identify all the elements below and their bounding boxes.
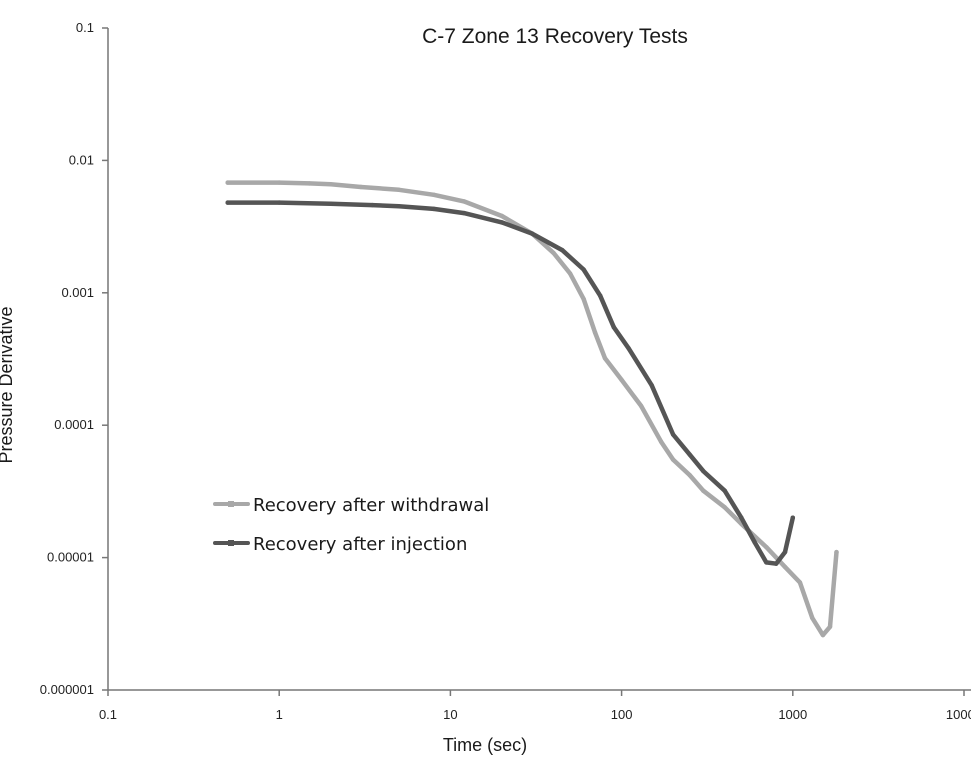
data-point-injection	[626, 346, 631, 351]
data-point-withdrawal	[461, 199, 467, 204]
data-point-injection	[752, 540, 757, 545]
data-point-withdrawal	[581, 296, 586, 302]
data-point-injection	[774, 561, 779, 566]
data-point-injection	[722, 488, 727, 493]
data-point-withdrawal	[225, 180, 230, 185]
data-point-withdrawal	[782, 564, 788, 570]
series-line-withdrawal	[225, 180, 839, 638]
data-point-injection	[611, 325, 616, 330]
data-point-withdrawal	[619, 377, 624, 383]
data-point-injection	[598, 293, 603, 298]
y-tick-label: 0.001	[61, 285, 94, 300]
data-point-withdrawal	[810, 615, 815, 621]
data-point-withdrawal	[551, 250, 556, 256]
data-point-injection	[701, 468, 706, 474]
data-point-withdrawal	[567, 271, 573, 276]
data-point-withdrawal	[396, 187, 402, 192]
data-point-injection	[370, 202, 375, 208]
y-axis-title: Pressure Derivative	[0, 306, 16, 463]
data-point-injection	[328, 201, 333, 206]
data-point-withdrawal	[602, 356, 608, 361]
data-point-withdrawal	[592, 330, 598, 335]
data-point-withdrawal	[658, 439, 664, 444]
legend-marker-withdrawal	[228, 501, 234, 507]
data-point-withdrawal	[701, 488, 706, 493]
x-tick-label: 1	[276, 707, 283, 722]
data-point-withdrawal	[358, 184, 364, 190]
data-point-injection	[782, 549, 788, 555]
data-point-withdrawal	[687, 472, 692, 478]
y-tick-label: 0.00001	[47, 550, 94, 565]
data-point-withdrawal	[670, 457, 676, 462]
data-point-withdrawal	[328, 182, 333, 187]
data-point-injection	[431, 206, 436, 212]
data-point-withdrawal	[820, 632, 826, 638]
data-point-withdrawal	[277, 180, 282, 185]
data-point-injection	[225, 200, 230, 205]
legend-item-withdrawal: Recovery after withdrawal	[213, 495, 489, 516]
y-tick-label: 0.0001	[54, 417, 94, 432]
x-axis-title: Time (sec)	[443, 735, 527, 755]
data-point-withdrawal	[797, 580, 803, 585]
legend-label-withdrawal: Recovery after withdrawal	[253, 495, 489, 516]
y-tick-label: 0.000001	[40, 682, 94, 697]
data-point-withdrawal	[307, 181, 312, 186]
legend-label-injection: Recovery after injection	[253, 534, 467, 555]
data-point-injection	[277, 200, 282, 205]
data-point-withdrawal	[722, 505, 727, 510]
x-tick-label: 0.1	[99, 707, 117, 722]
legend: Recovery after withdrawal Recovery after…	[213, 495, 489, 555]
data-point-injection	[649, 383, 654, 388]
data-point-injection	[687, 452, 692, 457]
x-tick-label: 100	[611, 707, 633, 722]
x-tick-label: 1000	[778, 707, 807, 722]
x-axis-ticks: 0.1 1 10 100 1000 10000	[99, 690, 971, 722]
series-layer	[225, 180, 839, 638]
chart-title: C-7 Zone 13 Recovery Tests	[422, 25, 688, 48]
data-point-injection	[670, 432, 676, 437]
data-point-injection	[499, 220, 505, 225]
x-tick-label: 10	[443, 707, 457, 722]
data-point-withdrawal	[827, 624, 833, 629]
data-point-withdrawal	[764, 544, 769, 550]
y-tick-label: 0.01	[69, 152, 94, 167]
legend-marker-injection	[228, 540, 234, 546]
data-point-withdrawal	[834, 549, 839, 555]
legend-item-injection: Recovery after injection	[213, 534, 467, 555]
y-axis-ticks: 0.000001 0.00001 0.0001 0.001 0.01 0.1	[40, 20, 108, 697]
y-tick-label: 0.1	[76, 20, 94, 35]
data-point-injection	[560, 247, 565, 253]
data-point-injection	[396, 204, 402, 209]
data-point-injection	[764, 560, 769, 565]
data-point-withdrawal	[431, 192, 436, 197]
data-point-withdrawal	[638, 403, 644, 409]
data-point-injection	[529, 231, 535, 236]
x-tick-label: 10000	[946, 707, 971, 722]
data-point-withdrawal	[499, 213, 505, 219]
data-point-injection	[790, 515, 795, 520]
data-point-injection	[461, 210, 467, 216]
data-point-injection	[581, 267, 586, 272]
data-point-injection	[739, 515, 744, 520]
